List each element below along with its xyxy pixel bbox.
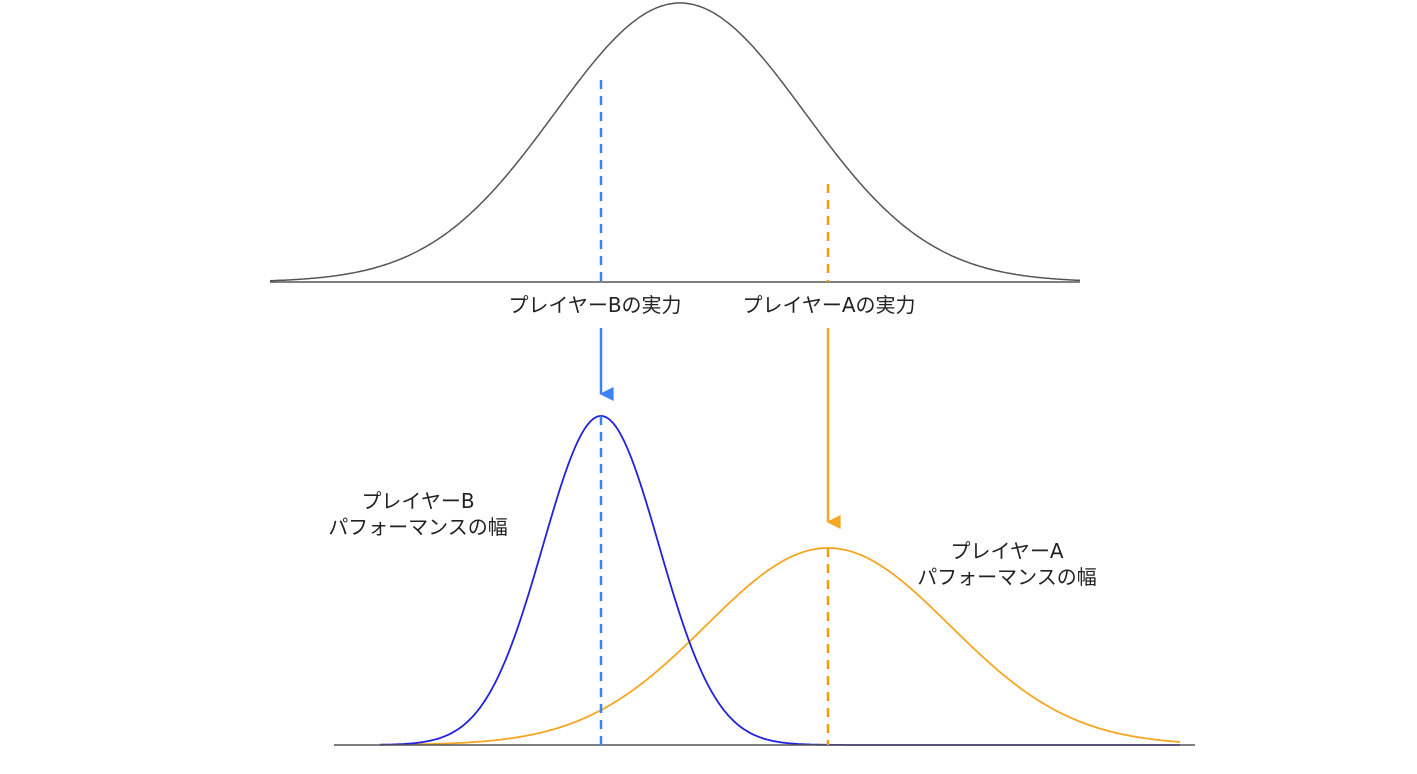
population-skill-curve xyxy=(269,2,1081,282)
player-b-performance-label-2: パフォーマンスの幅 xyxy=(328,515,508,539)
player-a-performance-label-1: プレイヤーA xyxy=(950,539,1063,563)
player-b-performance-label-1: プレイヤーB xyxy=(361,489,474,513)
player-a-performance-curve xyxy=(380,547,1181,746)
player-b-skill-label: プレイヤーBの実力 xyxy=(508,293,681,317)
player-a-performance-label-2: パフォーマンスの幅 xyxy=(917,565,1097,589)
player-a-skill-label: プレイヤーAの実力 xyxy=(742,293,915,317)
